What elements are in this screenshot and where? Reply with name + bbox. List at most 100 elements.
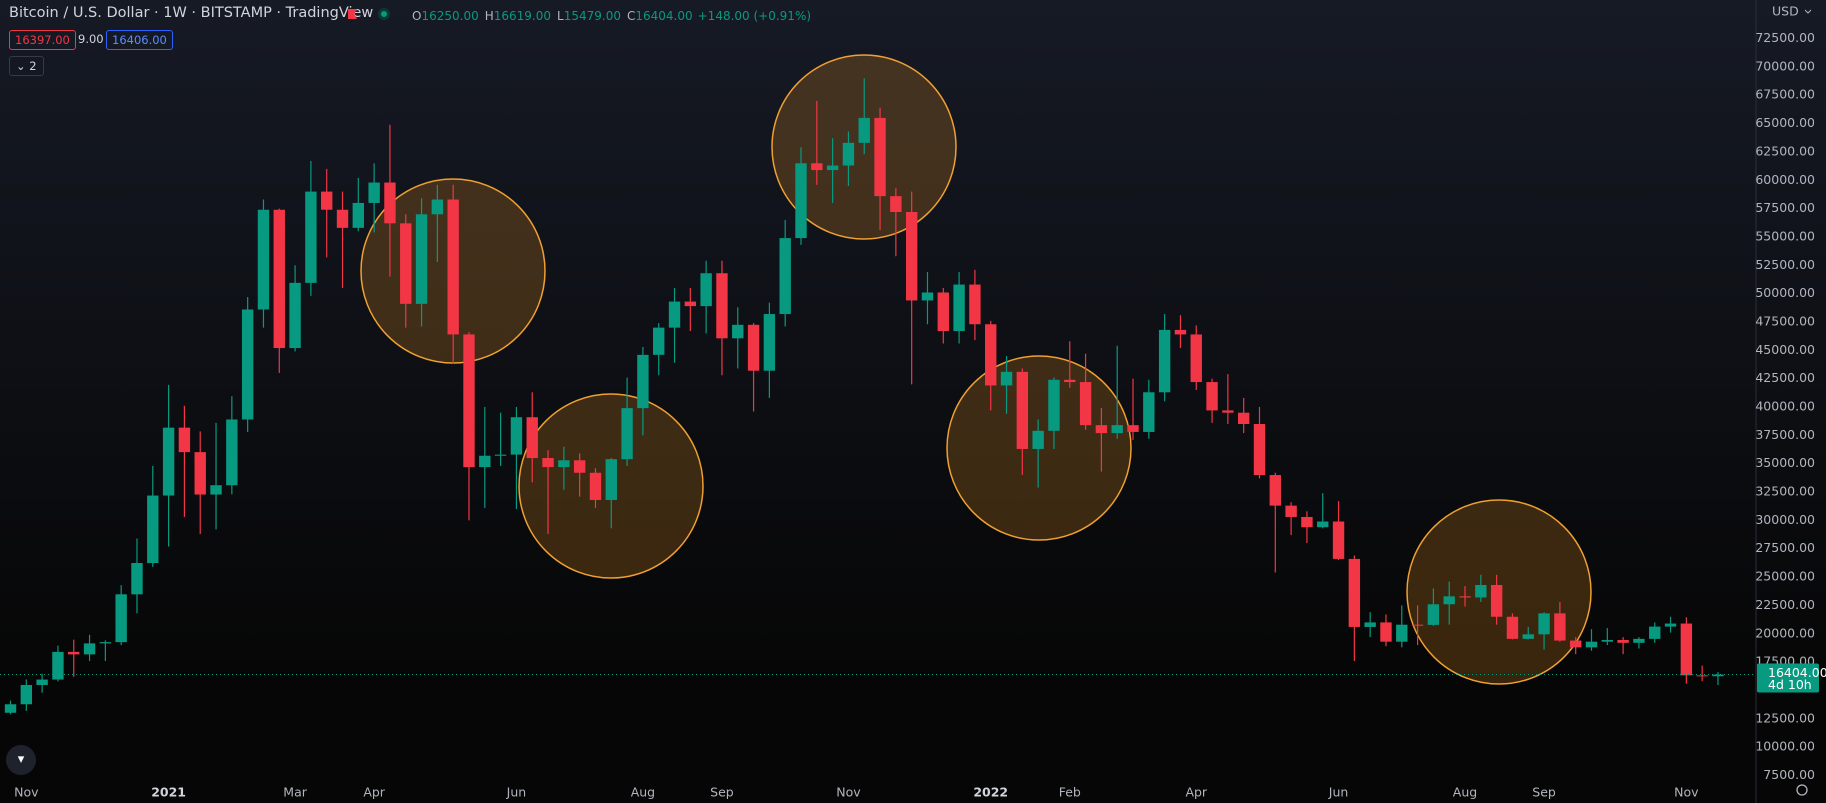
x-tick-label: Nov xyxy=(1674,785,1699,800)
candle-body xyxy=(115,594,127,643)
candle-body xyxy=(905,212,918,301)
candle-body xyxy=(874,117,886,197)
ask-price[interactable]: 16406.00 xyxy=(106,30,173,50)
x-tick-label: Apr xyxy=(1185,785,1207,800)
x-tick-label: Mar xyxy=(283,785,307,800)
candle-body xyxy=(747,324,760,371)
candle-body xyxy=(1237,412,1250,425)
candle-body xyxy=(573,460,586,473)
x-tick-label: Aug xyxy=(631,785,655,800)
y-tick-label: 27500.00 xyxy=(1755,540,1815,555)
candle-body xyxy=(1443,596,1455,605)
candle-body xyxy=(985,324,997,386)
x-tick-label: Sep xyxy=(1532,785,1556,800)
candle-body xyxy=(147,495,159,564)
y-tick-label: 25000.00 xyxy=(1755,569,1815,584)
x-tick-label: Sep xyxy=(710,785,734,800)
candle-body xyxy=(1174,329,1187,335)
candle-body xyxy=(1111,425,1123,434)
candle-body xyxy=(257,209,270,310)
logo[interactable]: ▾ xyxy=(6,745,36,775)
x-tick-label: Jun xyxy=(506,785,527,800)
candle-body xyxy=(1206,382,1218,411)
candle-body xyxy=(1079,382,1092,426)
candle-body xyxy=(336,209,349,228)
countdown: 4d 10h xyxy=(1768,677,1812,692)
candle-body xyxy=(1554,613,1566,641)
symbol-title[interactable]: Bitcoin / U.S. Dollar · 1W · BITSTAMP · … xyxy=(9,5,374,21)
y-tick-label: 62500.00 xyxy=(1755,143,1815,158)
candle-body xyxy=(858,117,870,143)
candle-body xyxy=(1269,475,1281,506)
flag-icon[interactable] xyxy=(348,9,357,19)
candle-body xyxy=(1490,585,1503,617)
currency[interactable]: USD xyxy=(1772,4,1799,19)
candle-body xyxy=(605,459,617,500)
candle-body xyxy=(1506,616,1519,639)
candle-body xyxy=(210,485,222,495)
candle-body xyxy=(969,284,981,325)
candle-body xyxy=(1190,334,1202,383)
candle-body xyxy=(842,142,855,166)
x-tick-label: Apr xyxy=(363,785,385,800)
ohlc-key: L xyxy=(557,9,564,23)
y-tick-label: 65000.00 xyxy=(1755,115,1815,130)
ohlc-key: H xyxy=(484,9,494,23)
candle-body xyxy=(1585,641,1598,648)
ohlc-value: 16619.00 xyxy=(493,9,552,23)
candle-body xyxy=(131,563,143,595)
candle-body xyxy=(890,196,902,213)
candle-body xyxy=(1016,371,1029,449)
last-price-box xyxy=(1757,663,1819,693)
y-tick-label: 50000.00 xyxy=(1755,285,1815,300)
candle-body xyxy=(241,309,254,420)
candle-body xyxy=(653,327,665,355)
candle-body xyxy=(321,191,333,210)
y-tick-label: 7500.00 xyxy=(1763,767,1815,782)
y-tick-label: 35000.00 xyxy=(1755,455,1815,470)
price-change: +148.00 (+0.91%) xyxy=(697,9,812,23)
indicators-toggle[interactable]: ⌄ 2 xyxy=(9,56,44,76)
candle-body xyxy=(1285,505,1297,517)
candle-body xyxy=(447,199,459,335)
candle-body xyxy=(1427,604,1440,625)
candle-body xyxy=(1048,379,1060,431)
candle-body xyxy=(1380,622,1392,642)
candle-body xyxy=(1475,585,1487,598)
y-tick-label: 45000.00 xyxy=(1755,342,1815,357)
status-dot xyxy=(381,11,387,17)
candle-body xyxy=(194,452,206,495)
candle-body xyxy=(1143,392,1155,432)
settings-icon[interactable] xyxy=(1796,784,1808,796)
bid-price[interactable]: 16397.00 xyxy=(9,30,76,50)
y-tick-label: 10000.00 xyxy=(1755,739,1815,754)
candle-body xyxy=(542,458,554,468)
candle-body xyxy=(1649,626,1661,639)
candle-body xyxy=(1712,674,1724,677)
candle-body xyxy=(763,314,776,371)
candle-body xyxy=(99,642,112,644)
candle-body xyxy=(1032,430,1044,449)
candle-body xyxy=(621,408,633,460)
candle-body xyxy=(937,292,949,332)
y-tick-label: 72500.00 xyxy=(1755,30,1815,45)
candle-body xyxy=(4,704,17,713)
candle-body xyxy=(1000,371,1013,386)
candle-body xyxy=(1411,624,1424,626)
candle-body xyxy=(494,454,507,456)
ohlc-value: 16250.00 xyxy=(421,9,479,23)
candle-body xyxy=(83,643,96,655)
candle-body xyxy=(400,223,412,304)
y-tick-label: 42500.00 xyxy=(1755,370,1815,385)
y-tick-label: 57500.00 xyxy=(1755,200,1815,215)
candle-body xyxy=(1222,410,1234,413)
candle-body xyxy=(479,455,491,468)
candle-body xyxy=(1617,639,1629,643)
indicator-count: 2 xyxy=(29,59,37,73)
candle-body xyxy=(1680,623,1693,676)
candle-body xyxy=(1332,521,1345,559)
candle-body xyxy=(795,163,807,239)
candle-body xyxy=(415,214,428,304)
candle-body xyxy=(178,427,191,453)
